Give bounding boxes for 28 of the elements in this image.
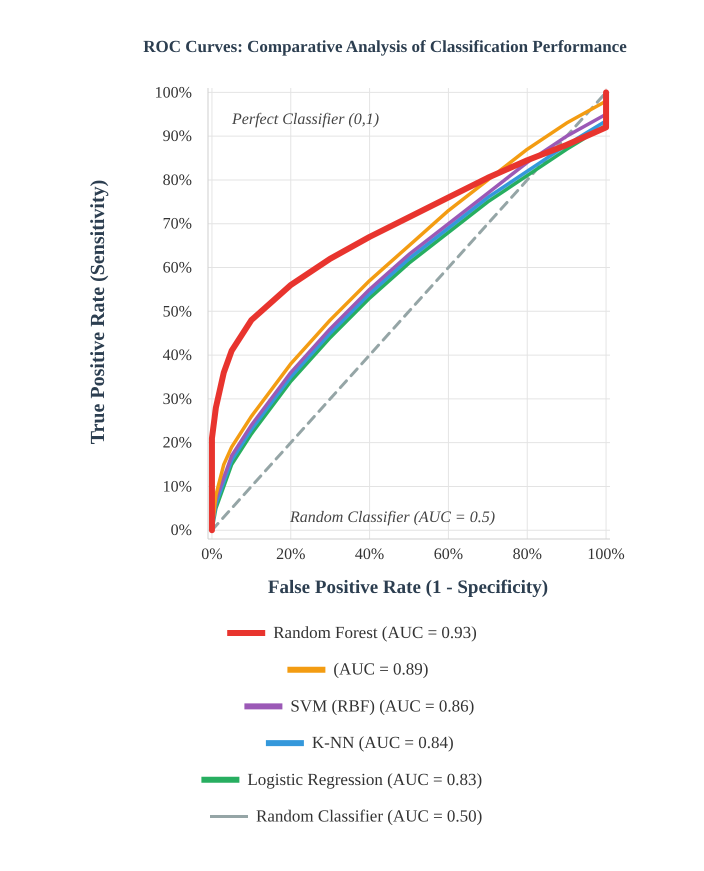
x-tick-label: 80% <box>512 546 542 563</box>
legend-label: K-NN (AUC = 0.84) <box>312 733 454 752</box>
y-tick-label: 20% <box>162 434 192 452</box>
y-tick-label: 30% <box>162 390 192 408</box>
x-tick-label: 60% <box>434 546 464 563</box>
legend-label: Random Forest (AUC = 0.93) <box>273 623 477 642</box>
legend-label: Random Classifier (AUC = 0.50) <box>256 806 482 826</box>
legend-label: Logistic Regression (AUC = 0.83) <box>247 770 482 789</box>
y-tick-label: 80% <box>162 172 192 189</box>
x-tick-label: 100% <box>587 546 625 563</box>
y-tick-label: 90% <box>162 128 192 146</box>
x-axis-title: False Positive Rate (1 - Specificity) <box>268 577 548 598</box>
y-tick-label: 60% <box>162 260 192 277</box>
annotation: Random Classifier (AUC = 0.5) <box>289 509 496 526</box>
y-tick-label: 10% <box>162 478 192 496</box>
legend-label: SVM (RBF) (AUC = 0.86) <box>290 696 474 716</box>
chart-title: ROC Curves: Comparative Analysis of Classification Performance <box>143 37 628 56</box>
legend-label: (AUC = 0.89) <box>333 660 428 679</box>
y-axis-title: True Positive Rate (Sensitivity) <box>87 180 109 444</box>
x-tick-label: 20% <box>276 546 306 563</box>
annotation: Perfect Classifier (0,1) <box>231 111 380 128</box>
x-tick-label: 0% <box>201 546 223 563</box>
y-tick-label: 0% <box>170 522 192 540</box>
y-tick-label: 70% <box>162 216 192 233</box>
y-tick-label: 40% <box>162 347 192 364</box>
x-tick-label: 40% <box>354 546 384 563</box>
y-tick-label: 50% <box>162 303 192 320</box>
y-tick-label: 100% <box>154 84 192 102</box>
